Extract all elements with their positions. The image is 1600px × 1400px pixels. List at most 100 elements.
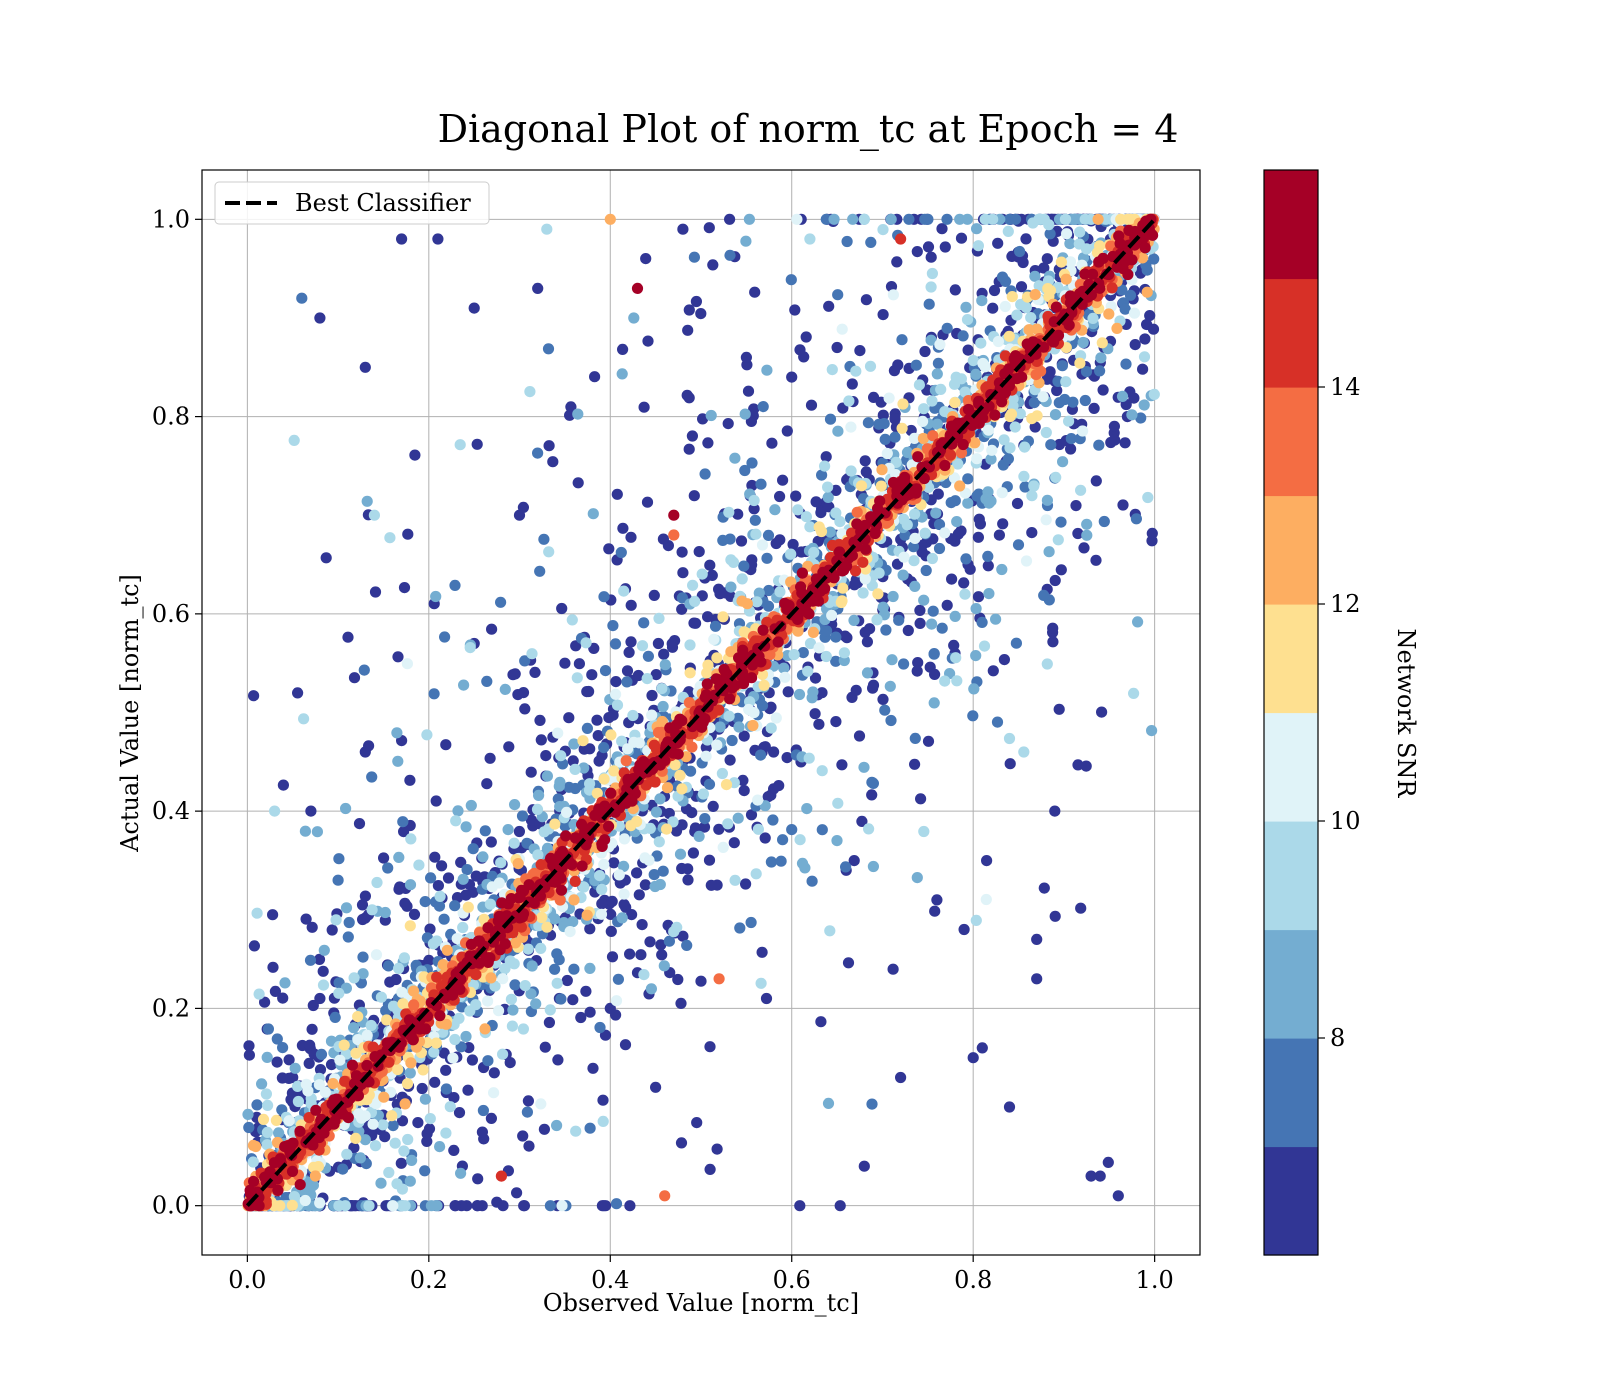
scatter-point <box>975 337 987 349</box>
scatter-point <box>617 522 629 534</box>
scatter-point <box>832 797 844 809</box>
scatter-point <box>1029 289 1041 301</box>
scatter-point <box>996 563 1008 576</box>
scatter-point <box>708 633 720 646</box>
scatter-point <box>428 688 440 700</box>
scatter-point <box>1095 352 1107 364</box>
scatter-point <box>460 821 472 833</box>
scatter-point <box>396 1115 409 1127</box>
scatter-point <box>499 683 511 696</box>
scatter-point <box>286 1199 298 1211</box>
scatter-point <box>794 834 806 846</box>
scatter-point <box>959 588 971 600</box>
scatter-point <box>606 951 619 963</box>
scatter-point <box>440 1083 452 1095</box>
scatter-point <box>877 224 889 236</box>
scatter-point <box>581 722 594 735</box>
scatter-point <box>340 802 352 815</box>
scatter-point <box>1015 281 1028 293</box>
scatter-point <box>1033 213 1045 225</box>
scatter-point <box>618 860 630 873</box>
scatter-point <box>382 862 394 874</box>
scatter-point <box>1028 397 1040 409</box>
scatter-point <box>538 1123 551 1135</box>
scatter-point <box>824 413 837 425</box>
scatter-point <box>1085 1170 1097 1182</box>
scatter-point <box>621 665 634 677</box>
scatter-point <box>292 1095 304 1108</box>
scatter-point <box>824 925 836 937</box>
scatter-point <box>819 460 831 472</box>
scatter-point <box>481 675 493 688</box>
scatter-point <box>674 769 686 782</box>
scatter-point <box>397 816 409 828</box>
scatter-point <box>711 652 723 664</box>
scatter-point <box>856 815 868 828</box>
scatter-point <box>911 246 923 258</box>
scatter-point <box>453 1107 466 1119</box>
scatter-point <box>976 295 988 307</box>
scatter-point <box>682 863 694 875</box>
scatter-point <box>961 213 974 225</box>
scatter-point <box>759 741 771 753</box>
scatter-point <box>495 857 507 869</box>
scatter-point <box>967 1052 979 1064</box>
scatter-point <box>686 741 698 753</box>
scatter-point <box>1128 687 1140 700</box>
scatter-point <box>925 251 937 263</box>
scatter-point <box>288 434 300 446</box>
scatter-point <box>650 669 662 681</box>
scatter-point <box>432 233 444 245</box>
scatter-point <box>724 754 736 766</box>
scatter-point <box>820 451 832 463</box>
scatter-point <box>746 457 758 469</box>
scatter-point <box>1031 933 1043 946</box>
scatter-point <box>699 813 711 825</box>
scatter-point <box>926 267 939 280</box>
scatter-point <box>668 529 680 541</box>
scatter-point <box>359 890 371 902</box>
scatter-point <box>815 525 828 538</box>
scatter-point <box>625 599 637 611</box>
scatter-point <box>971 223 983 235</box>
scatter-point <box>613 869 625 881</box>
scatter-point <box>587 1062 599 1074</box>
scatter-point <box>788 649 800 661</box>
scatter-point <box>968 683 980 695</box>
scatter-point <box>659 659 671 671</box>
scatter-point <box>914 604 926 617</box>
scatter-point <box>512 858 524 870</box>
scatter-point <box>971 490 983 502</box>
scatter-point <box>690 295 703 308</box>
scatter-point <box>658 960 670 972</box>
scatter-point <box>748 494 760 507</box>
scatter-point <box>519 655 531 667</box>
scatter-point <box>572 408 584 420</box>
scatter-point <box>393 851 405 864</box>
scatter-point <box>1079 394 1091 407</box>
scatter-point <box>438 913 450 925</box>
scatter-point <box>610 1198 623 1210</box>
scatter-point <box>625 531 637 543</box>
scatter-point <box>809 708 821 720</box>
scatter-point <box>391 727 403 739</box>
scatter-point <box>262 1099 274 1111</box>
scatter-point <box>695 975 707 987</box>
scatter-point <box>631 867 643 879</box>
scatter-point <box>350 1132 362 1144</box>
scatter-point <box>717 841 729 854</box>
scatter-point <box>260 1088 272 1100</box>
scatter-point <box>999 300 1011 313</box>
scatter-point <box>1117 499 1129 511</box>
scatter-point <box>998 434 1010 446</box>
scatter-point <box>1096 337 1108 349</box>
scatter-point <box>986 444 998 456</box>
scatter-point <box>918 403 930 415</box>
scatter-point <box>960 301 972 313</box>
scatter-point <box>361 495 373 507</box>
scatter-point <box>700 750 712 762</box>
scatter-point <box>698 821 711 833</box>
scatter-point <box>477 851 489 863</box>
scatter-point <box>605 908 617 921</box>
scatter-point <box>532 447 544 459</box>
